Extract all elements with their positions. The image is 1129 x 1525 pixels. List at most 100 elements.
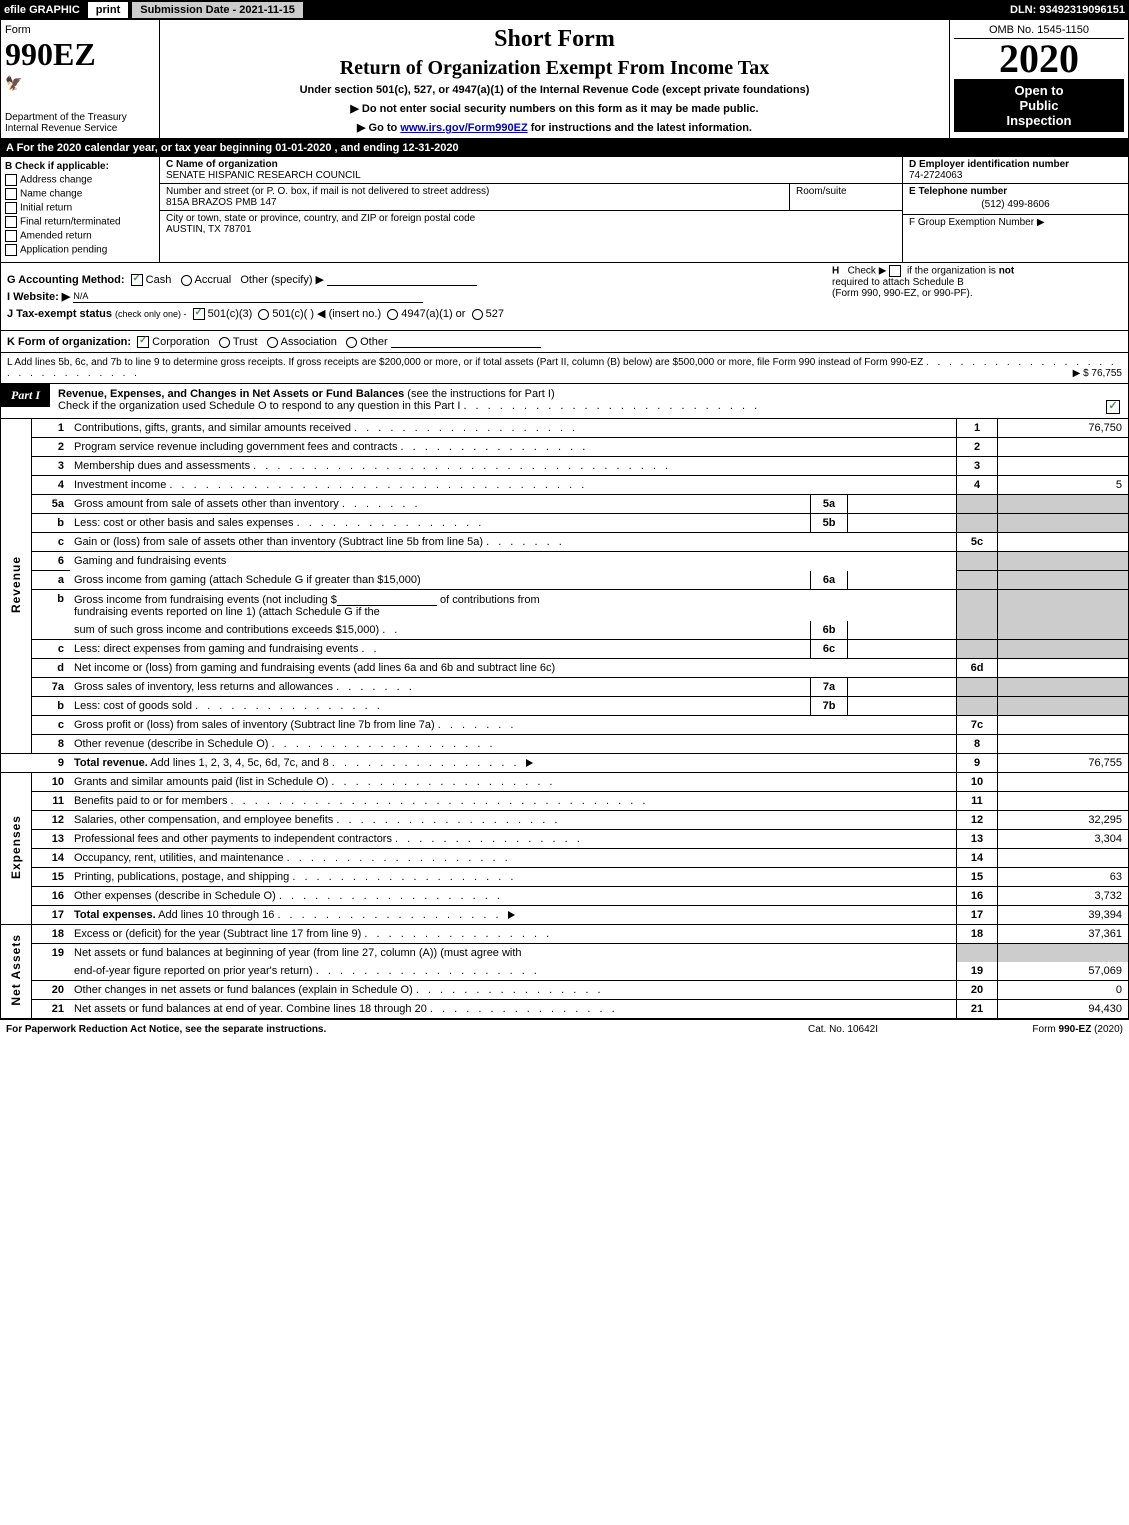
- corporation-checkbox[interactable]: [137, 336, 149, 348]
- 501c-radio[interactable]: [258, 309, 269, 320]
- revenue-side-label: Revenue: [1, 419, 32, 754]
- form-word: Form: [5, 24, 155, 36]
- part-i-sub: Check if the organization used Schedule …: [58, 400, 460, 412]
- box-f-arrow: ▶: [1037, 217, 1045, 228]
- 501c3-checkbox[interactable]: [193, 308, 205, 320]
- ein-value: 74-2724063: [909, 170, 962, 181]
- 527-radio[interactable]: [472, 309, 483, 320]
- table-row: 9 Total revenue. Add lines 1, 2, 3, 4, 5…: [1, 754, 1129, 773]
- dln-number: DLN: 93492319096151: [1010, 4, 1125, 16]
- catalog-number: Cat. No. 10642I: [743, 1024, 943, 1035]
- line-j: J Tax-exempt status (check only one) - 5…: [7, 307, 1122, 320]
- table-row: 13 Professional fees and other payments …: [1, 830, 1129, 849]
- line-j-label: J Tax-exempt status: [7, 308, 112, 320]
- website-input[interactable]: N/A: [73, 290, 423, 303]
- treasury-seal-icon: 🦅: [5, 75, 22, 92]
- box-e: E Telephone number (512) 499-8606: [903, 184, 1128, 215]
- line-h-check-text: Check ▶: [848, 266, 887, 277]
- 4947-radio[interactable]: [387, 309, 398, 320]
- open-line-3: Inspection: [956, 113, 1122, 128]
- department-label: Department of the Treasury: [5, 112, 155, 123]
- table-row: 21 Net assets or fund balances at end of…: [1, 1000, 1129, 1019]
- table-row: 16 Other expenses (describe in Schedule …: [1, 887, 1129, 906]
- table-row: 12 Salaries, other compensation, and emp…: [1, 811, 1129, 830]
- line-a-tax-year: A For the 2020 calendar year, or tax yea…: [0, 139, 1129, 157]
- goto-prefix: ▶ Go to: [357, 122, 400, 134]
- box-c-street: Number and street (or P. O. box, if mail…: [160, 184, 789, 210]
- line-l-arrow: ▶: [1073, 368, 1081, 379]
- line-num: 1: [32, 419, 71, 438]
- box-c-name: C Name of organization SENATE HISPANIC R…: [160, 157, 902, 183]
- line-g-label: G Accounting Method:: [7, 274, 125, 286]
- corporation-label: Corporation: [152, 336, 209, 348]
- table-row: 2 Program service revenue including gove…: [1, 438, 1129, 457]
- table-row: Expenses 10 Grants and similar amounts p…: [1, 773, 1129, 792]
- room-label: Room/suite: [796, 186, 847, 197]
- table-row: 20 Other changes in net assets or fund b…: [1, 981, 1129, 1000]
- table-row: 17 Total expenses. Add lines 10 through …: [1, 906, 1129, 925]
- line-k: K Form of organization: Corporation Trus…: [0, 331, 1129, 353]
- paperwork-notice: For Paperwork Reduction Act Notice, see …: [6, 1024, 743, 1035]
- opt-name-change[interactable]: Name change: [5, 188, 155, 200]
- table-row: 15 Printing, publications, postage, and …: [1, 868, 1129, 887]
- box-d: D Employer identification number 74-2724…: [903, 157, 1128, 184]
- org-name-value: SENATE HISPANIC RESEARCH COUNCIL: [166, 170, 361, 181]
- top-bar: efile GRAPHIC print Submission Date - 20…: [0, 0, 1129, 20]
- form-number: 990EZ: [5, 36, 155, 73]
- line-l: L Add lines 5b, 6c, and 7b to line 9 to …: [0, 353, 1129, 383]
- irs-label: Internal Revenue Service: [5, 123, 155, 134]
- header-center: Short Form Return of Organization Exempt…: [160, 20, 949, 138]
- arrow-icon: [508, 911, 515, 919]
- goto-line: ▶ Go to www.irs.gov/Form990EZ for instru…: [168, 121, 941, 134]
- line-h-checkbox[interactable]: [889, 265, 901, 277]
- table-row: sum of such gross income and contributio…: [1, 621, 1129, 640]
- goto-link[interactable]: www.irs.gov/Form990EZ: [400, 122, 527, 134]
- schedule-o-checkbox[interactable]: [1106, 400, 1120, 414]
- box-b: B Check if applicable: Address change Na…: [1, 157, 160, 262]
- other-label: Other (specify) ▶: [240, 274, 324, 286]
- association-label: Association: [281, 336, 337, 348]
- line-h-text4: (Form 990, 990-EZ, or 990-PF).: [832, 288, 973, 299]
- print-button[interactable]: print: [88, 2, 128, 18]
- line-val: 76,750: [998, 419, 1129, 438]
- table-row: 5a Gross amount from sale of assets othe…: [1, 495, 1129, 514]
- other-specify-input[interactable]: [327, 273, 477, 286]
- part-i-header: Part I Revenue, Expenses, and Changes in…: [0, 383, 1129, 419]
- submission-date: Submission Date - 2021-11-15: [132, 2, 303, 18]
- table-row: 11 Benefits paid to or for members . . .…: [1, 792, 1129, 811]
- line-h: H Check ▶ if the organization is not req…: [832, 265, 1122, 299]
- cash-label: Cash: [146, 274, 172, 286]
- opt-application-pending[interactable]: Application pending: [5, 244, 155, 256]
- table-row: 7a Gross sales of inventory, less return…: [1, 678, 1129, 697]
- opt-address-change[interactable]: Address change: [5, 174, 155, 186]
- opt-final-return[interactable]: Final return/terminated: [5, 216, 155, 228]
- cash-checkbox[interactable]: [131, 274, 143, 286]
- table-row: d Net income or (loss) from gaming and f…: [1, 659, 1129, 678]
- association-radio[interactable]: [267, 337, 278, 348]
- opt-amended-return[interactable]: Amended return: [5, 230, 155, 242]
- org-city-value: AUSTIN, TX 78701: [166, 224, 251, 235]
- other-org-label: Other: [360, 336, 388, 348]
- accrual-radio[interactable]: [181, 275, 192, 286]
- table-row: 19 Net assets or fund balances at beginn…: [1, 944, 1129, 963]
- form-header: Form 990EZ 🦅 Department of the Treasury …: [0, 20, 1129, 139]
- fundraising-amount-input[interactable]: [337, 593, 437, 606]
- part-i-sub-dots: . . . . . . . . . . . . . . . . . . . . …: [463, 400, 760, 412]
- box-f: F Group Exemption Number ▶: [903, 215, 1128, 230]
- header-right: OMB No. 1545-1150 2020 Open to Public In…: [949, 20, 1128, 138]
- 501c3-label: 501(c)(3): [208, 308, 253, 320]
- box-c-room: Room/suite: [789, 184, 902, 210]
- line-h-text2: if the organization is: [907, 266, 999, 277]
- box-c-city-label: City or town, state or province, country…: [166, 213, 475, 224]
- other-org-radio[interactable]: [346, 337, 357, 348]
- line-l-amount-wrap: ▶ $ 76,755: [1073, 368, 1122, 379]
- line-i-label: I Website: ▶: [7, 291, 70, 303]
- section-bcdef: B Check if applicable: Address change Na…: [0, 157, 1129, 263]
- trust-radio[interactable]: [219, 337, 230, 348]
- table-row: 14 Occupancy, rent, utilities, and maint…: [1, 849, 1129, 868]
- box-c-wrap: C Name of organization SENATE HISPANIC R…: [160, 157, 902, 262]
- part-i-tag: Part I: [1, 384, 50, 407]
- other-org-input[interactable]: [391, 335, 541, 348]
- box-d-label: D Employer identification number: [909, 159, 1069, 170]
- opt-initial-return[interactable]: Initial return: [5, 202, 155, 214]
